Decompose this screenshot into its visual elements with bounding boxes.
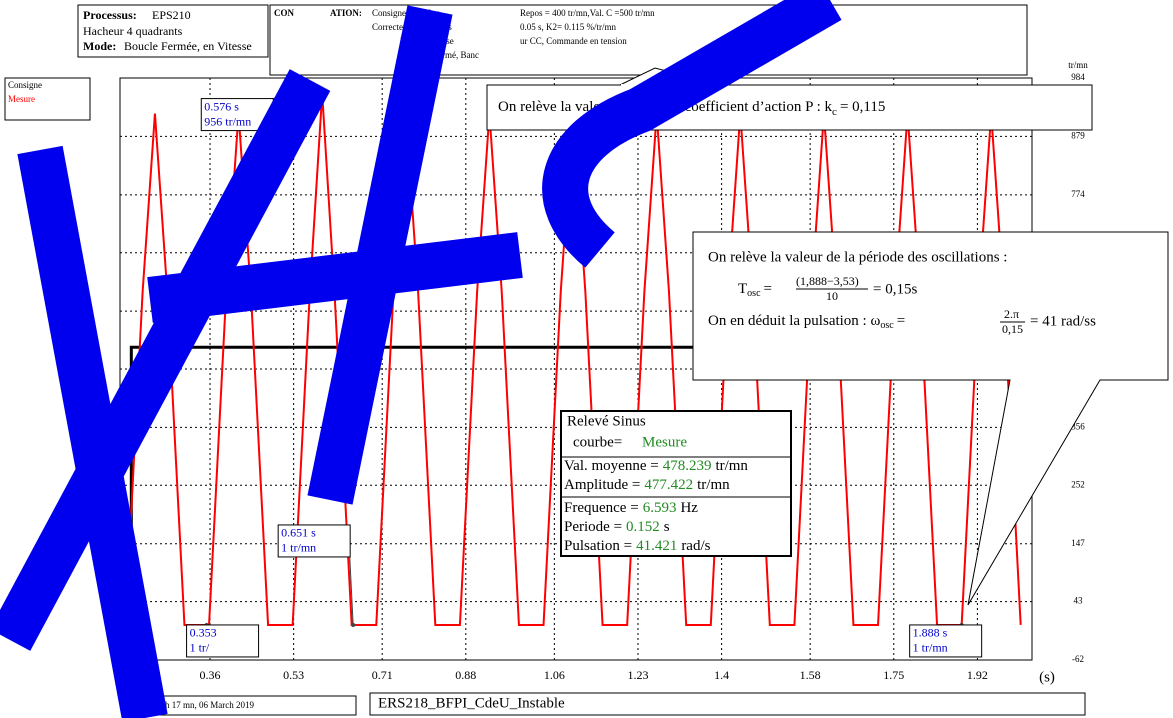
note-part: =: [764, 281, 772, 297]
config-label: CON: [274, 8, 295, 18]
x-tick-label: 1.92: [967, 668, 988, 682]
header-line: Hacheur 4 quadrants: [83, 24, 183, 38]
note-text: On relève la valeur de la période des os…: [708, 249, 1007, 265]
note-part: On en déduit la pulsation : ω: [708, 313, 880, 329]
note-part: = 0,115: [840, 99, 885, 115]
stats-value: 0.152: [626, 519, 660, 535]
stats-value: 6.593: [643, 500, 677, 516]
process: EPS210: [152, 8, 191, 22]
config-line: ur CC, Commande en tension: [520, 36, 627, 46]
x-tick-label: 0.36: [200, 668, 221, 682]
x-tick-label: 0.53: [283, 668, 304, 682]
stats-box: Relevé Sinus courbe= Mesure Val. moyenne…: [561, 411, 791, 556]
cursor-x: 0.576 s: [204, 99, 239, 113]
x-unit: (s): [1039, 669, 1055, 685]
stats-label: Amplitude =: [564, 477, 640, 493]
cursor-y: 956 tr/mn: [204, 114, 251, 128]
cursor-point: [351, 623, 355, 627]
stats-label: Pulsation =: [564, 538, 632, 554]
x-tick-label: 0.88: [455, 668, 476, 682]
note-text: = 0,15s: [873, 281, 917, 297]
footer-file: ERS218_BFPI_CdeU_Instable: [378, 695, 565, 711]
mode: Boucle Fermée, en Vitesse: [124, 39, 252, 53]
x-tick-label: 1.23: [627, 668, 648, 682]
cursor-x: 1.888 s: [913, 626, 948, 640]
stats-unit: s: [664, 519, 670, 535]
note-text: = 41 rad/ss: [1030, 313, 1096, 329]
y-tick-label: -62: [1072, 654, 1084, 664]
x-tick-label: 1.4: [714, 668, 729, 682]
screen: 0.36 0.53 0.71 0.88 1.06 1.23 1.4 1.58 1.75 1.92 9…: [0, 0, 1173, 718]
config-line: 0.05 s, K2= 0.115 %/tr/mn: [520, 22, 616, 32]
x-tick-label: 1.06: [544, 668, 565, 682]
frac-den: 0,15: [1002, 322, 1023, 336]
stats-label: Periode =: [564, 519, 622, 535]
frac-num: 2.π: [1004, 307, 1019, 321]
stats-label: Val. moyenne =: [564, 458, 659, 474]
y-tick-label: 879: [1071, 130, 1085, 140]
legend-entry: Consigne: [8, 80, 42, 90]
stats-label: Frequence =: [564, 500, 639, 516]
note-sub: c: [832, 106, 837, 118]
note-text: On en déduit la pulsation : ωosc=: [708, 313, 905, 331]
stats-title: Relevé Sinus: [567, 413, 646, 429]
stats-value: 41.421: [636, 538, 677, 554]
frac-num: (1,888−3,53): [796, 274, 859, 288]
cursor-y: 1 tr/mn: [913, 641, 948, 655]
frac-den: 10: [826, 289, 838, 303]
stats-unit: tr/mn: [697, 477, 730, 493]
stats-unit: tr/mn: [715, 458, 748, 474]
note-sub: osc: [747, 288, 761, 299]
config-line: Repos = 400 tr/mn,Val. C =500 tr/mn: [520, 8, 655, 18]
x-tick-label: 0.71: [372, 668, 393, 682]
config-label: ATION:: [330, 8, 362, 18]
cursor-x: 0.353: [190, 626, 217, 640]
legend-entry: Mesure: [8, 94, 35, 104]
mode-label: Mode:: [83, 39, 116, 53]
y-tick-label: 147: [1071, 538, 1085, 548]
x-tick-label: 1.58: [800, 668, 821, 682]
cursor-y: 1 tr/: [190, 641, 210, 655]
y-tick-label: 984: [1071, 72, 1085, 82]
y-tick-label: 252: [1071, 479, 1085, 489]
y-tick-label: 774: [1071, 189, 1085, 199]
stats-unit: rad/s: [681, 538, 710, 554]
process-label: Processus:: [83, 8, 137, 22]
cursor-y: 1 tr/mn: [281, 541, 316, 555]
stats-value: 477.422: [644, 477, 693, 493]
y-tick-label: 43: [1074, 596, 1084, 606]
y-unit: tr/mn: [1068, 60, 1088, 70]
note-part: =: [897, 313, 905, 329]
stats-label: courbe=: [573, 434, 622, 450]
note-sub: osc: [880, 320, 894, 331]
stats-value: Mesure: [642, 434, 687, 450]
note-part: T: [738, 281, 747, 297]
x-tick-label: 1.75: [883, 668, 904, 682]
stats-unit: Hz: [680, 500, 698, 516]
cursor-x: 0.651 s: [281, 526, 316, 540]
stats-value: 478.239: [663, 458, 712, 474]
